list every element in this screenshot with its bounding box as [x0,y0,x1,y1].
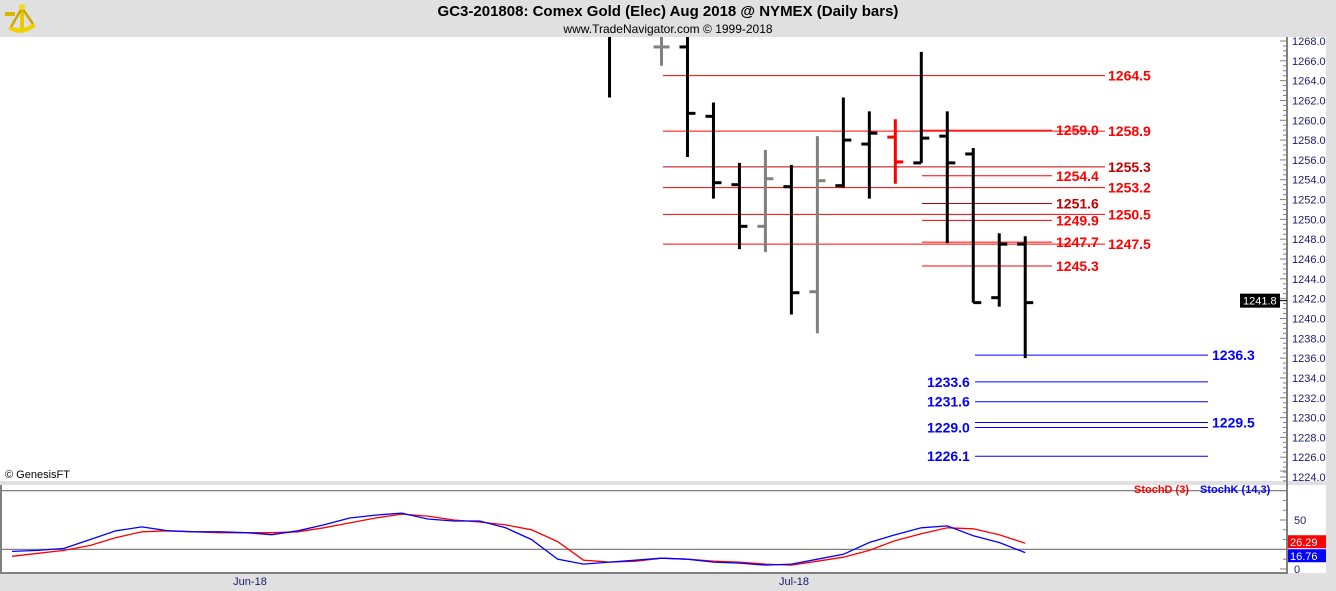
level-label: 1236.3 [1212,347,1255,363]
y-tick-label: 1254.0 [1292,175,1326,187]
watermark: © GenesisFT [5,469,70,481]
price-axis[interactable] [1286,37,1326,481]
y-tick-label: 1252.0 [1292,195,1326,207]
ohlc-bar [913,51,930,165]
stoch-y-tick-label: 50 [1294,515,1306,527]
level-label: 1226.1 [927,448,970,464]
y-tick-label: 1242.0 [1292,294,1326,306]
level-label: 1253.2 [1108,180,1151,196]
ohlc-bar [887,119,904,184]
stoch-k-line [11,512,1026,566]
y-tick-label: 1240.0 [1292,313,1326,325]
legend-stoch-d: StochD (3) [1134,484,1189,496]
ohlc-bar [965,148,982,305]
y-tick-label: 1234.0 [1292,373,1326,385]
y-tick-label: 1244.0 [1292,274,1326,286]
y-tick-label: 1264.0 [1292,76,1326,88]
y-tick-label: 1238.0 [1292,333,1326,345]
legend-stoch-k: StochK (14,3) [1200,484,1271,496]
stoch-k-value: 16.76 [1290,551,1318,563]
ohlc-bar [809,136,826,334]
ohlc-bar [757,150,774,253]
chart-subtitle: www.TradeNavigator.com © 1999-2018 [563,22,773,36]
stoch-k-value-box [1288,549,1326,563]
chart-title: GC3-201808: Comex Gold (Elec) Aug 2018 @… [437,3,899,20]
y-tick-label: 1250.0 [1292,214,1326,226]
ohlc-bar [991,233,1008,307]
y-tick-label: 1266.0 [1292,56,1326,68]
level-label: 1233.6 [927,374,970,390]
ohlc-bar [835,97,852,188]
y-tick-label: 1226.0 [1292,452,1326,464]
ohlc-bar [939,111,956,244]
level-label: 1249.9 [1056,212,1099,228]
level-label: 1250.5 [1108,206,1151,222]
stoch-d-value: 26.29 [1290,537,1318,549]
y-tick-label: 1230.0 [1292,413,1326,425]
y-tick-label: 1268.0 [1292,36,1326,48]
level-label: 1231.6 [927,394,970,410]
ohlc-bar [731,162,748,250]
x-tick-label: Jun-18 [233,576,267,588]
y-tick-label: 1246.0 [1292,254,1326,266]
y-tick-label: 1232.0 [1292,393,1326,405]
level-label: 1259.0 [1056,122,1099,138]
last-price-label: 1241.8 [1243,296,1277,308]
level-label: 1247.5 [1108,236,1151,252]
x-tick-label: Jul-18 [779,576,809,588]
price-plot [608,37,1208,457]
y-tick-label: 1258.0 [1292,135,1326,147]
ohlc-bar [1017,236,1034,359]
level-label: 1251.6 [1056,196,1099,212]
chart-header: GC3-201808: Comex Gold (Elec) Aug 2018 @… [0,0,1336,37]
ohlc-bar [653,37,670,66]
ohlc-bar [679,37,696,157]
y-tick-label: 1224.0 [1292,472,1326,484]
level-label: 1254.4 [1056,168,1099,184]
level-label: 1229.5 [1212,415,1255,431]
y-tick-label: 1262.0 [1292,95,1326,107]
y-tick-label: 1236.0 [1292,353,1326,365]
level-label: 1229.0 [927,419,970,435]
last-price-box [1240,293,1280,308]
level-label: 1264.5 [1108,68,1151,84]
y-tick-label: 1248.0 [1292,234,1326,246]
price-panel[interactable] [0,37,1286,481]
ohlc-bar [705,102,722,199]
level-label: 1255.3 [1108,159,1151,175]
ohlc-bar [861,111,878,199]
y-tick-label: 1260.0 [1292,115,1326,127]
ohlc-bar [783,164,800,315]
stoch-panel[interactable] [0,485,1286,573]
stoch-y-tick-label: 0 [1294,564,1300,576]
y-tick-label: 1228.0 [1292,432,1326,444]
level-label: 1247.7 [1056,234,1099,250]
stoch-d-value-box [1288,535,1326,549]
sextant-icon [5,4,36,33]
y-tick-label: 1256.0 [1292,155,1326,167]
level-label: 1245.3 [1056,258,1099,274]
level-label: 1258.9 [1108,123,1151,139]
